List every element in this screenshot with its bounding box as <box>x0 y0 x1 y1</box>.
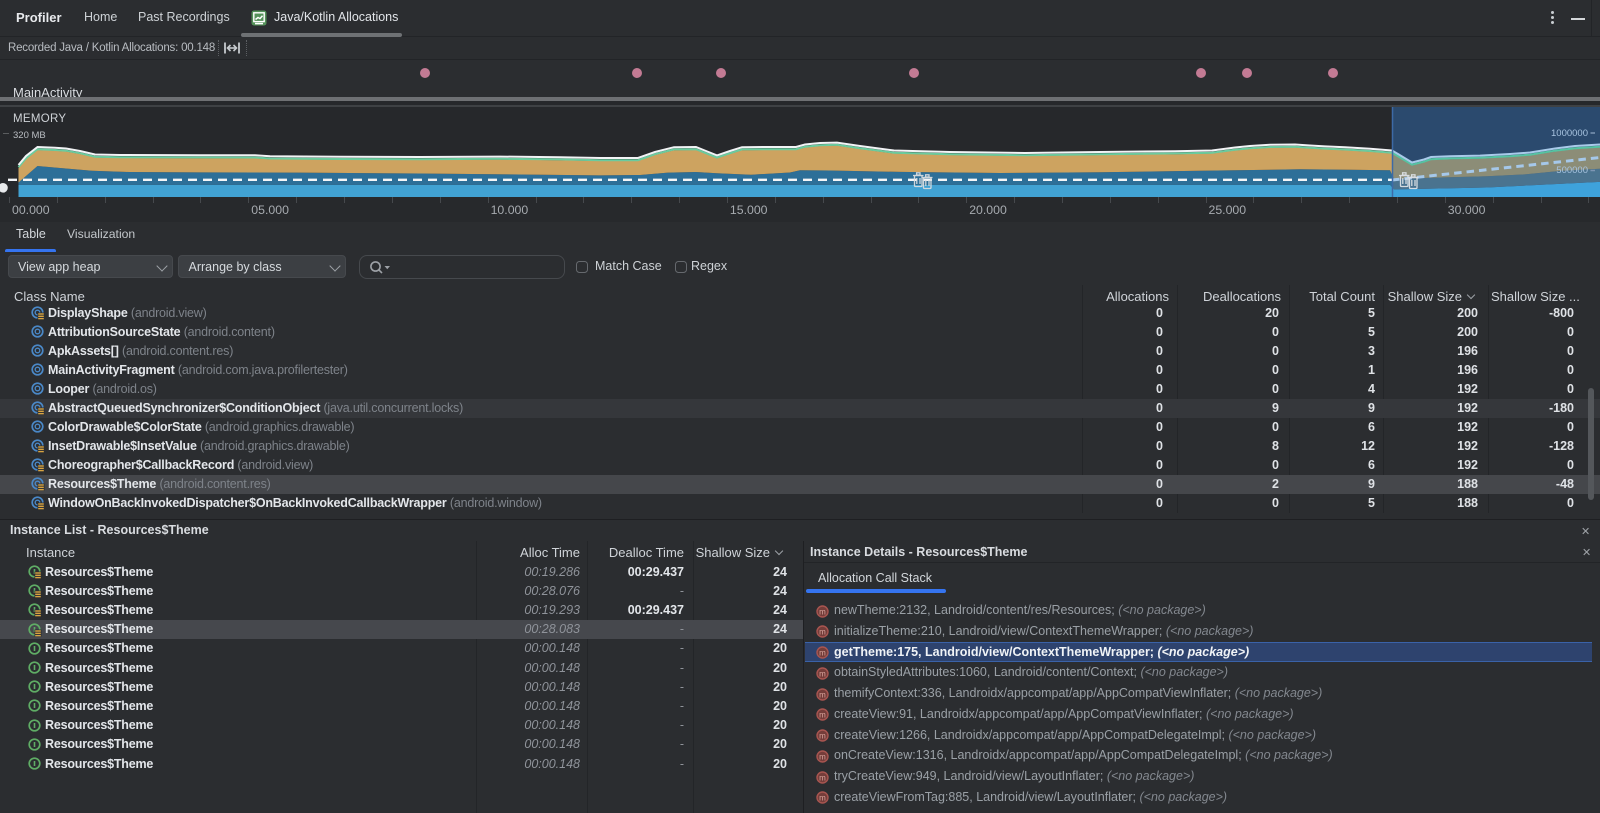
svg-text:m: m <box>819 607 826 616</box>
svg-text:m: m <box>819 669 826 678</box>
svg-text:m: m <box>819 794 826 803</box>
svg-text:m: m <box>819 732 826 741</box>
svg-text:m: m <box>819 752 826 761</box>
svg-text:m: m <box>819 773 826 782</box>
svg-text:m: m <box>819 628 826 637</box>
svg-text:m: m <box>819 648 826 657</box>
svg-text:m: m <box>819 690 826 699</box>
svg-text:m: m <box>819 711 826 720</box>
